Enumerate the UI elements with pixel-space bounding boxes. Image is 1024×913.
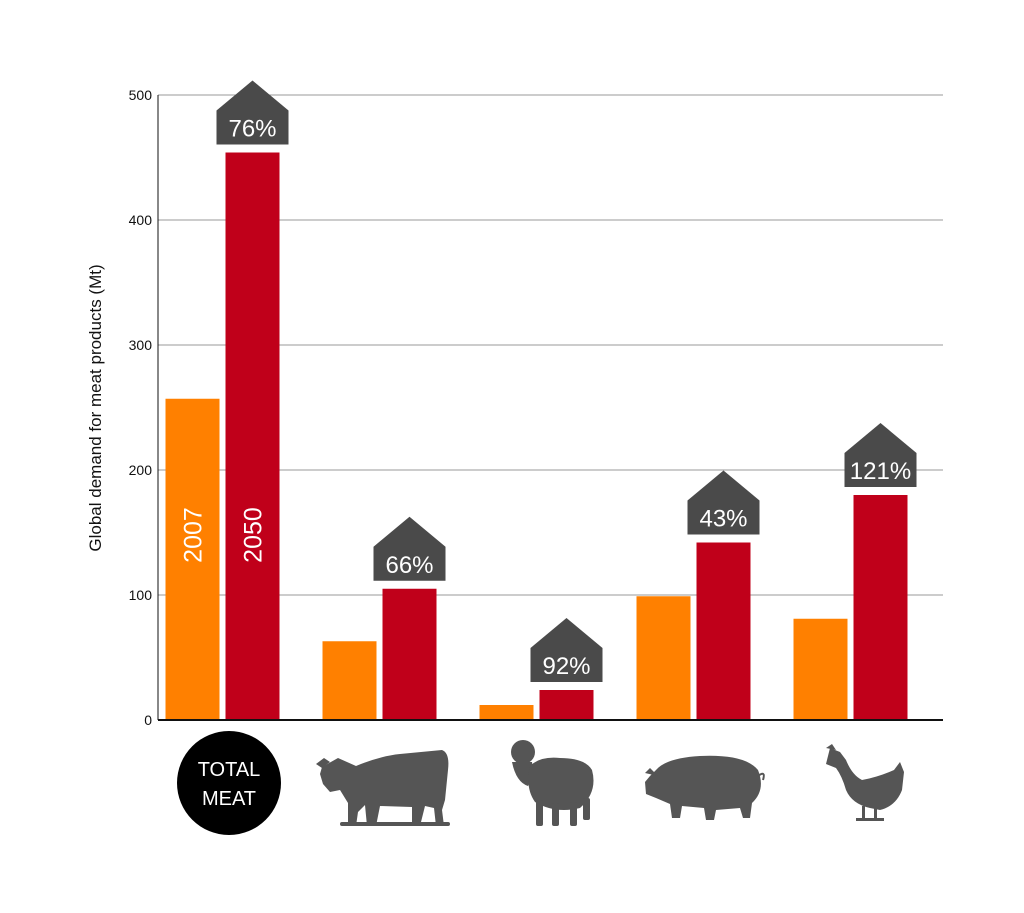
bar-2007	[165, 398, 220, 720]
gridlines	[157, 94, 943, 720]
increase-label: 121%	[850, 458, 911, 485]
series-label-2050: 2050	[240, 507, 268, 563]
sheep-icon	[511, 740, 594, 826]
y-tick-label: 400	[129, 212, 153, 228]
bars: 2007 2050	[165, 152, 908, 720]
bar-2050	[696, 542, 751, 720]
chicken-icon	[826, 744, 904, 821]
pig-icon	[645, 755, 765, 820]
increase-label: 92%	[542, 653, 590, 680]
increase-callout-box	[844, 423, 917, 487]
bar-2007	[322, 641, 377, 720]
increase-callout-box	[373, 516, 446, 581]
bar-2007	[479, 705, 534, 720]
y-tick-label: 500	[129, 87, 153, 103]
increase-callout-box	[216, 80, 289, 145]
increase-label: 76%	[228, 116, 276, 143]
series-label-2007: 2007	[180, 507, 208, 563]
y-tick-label: 0	[144, 712, 152, 728]
bar-2050	[539, 690, 594, 720]
total-label-line-2: MEAT	[202, 788, 256, 810]
bar-2050	[382, 588, 437, 720]
bar-2050	[853, 495, 908, 720]
y-axis-label: Global demand for meat products (Mt)	[86, 264, 105, 551]
increase-callout-box	[530, 618, 603, 682]
y-tick-label: 300	[129, 337, 153, 353]
increase-callouts: 76% 66% 92% 43% 121%	[216, 80, 917, 682]
increase-label: 66%	[385, 552, 433, 579]
y-tick-label: 200	[129, 462, 153, 478]
bar-2007	[793, 618, 848, 720]
cow-icon	[316, 750, 450, 826]
bar-2050	[225, 152, 280, 720]
increase-label: 43%	[699, 506, 747, 533]
y-axis-ticks: 0 100 200 300 400 500	[129, 87, 153, 728]
y-axis-label-text: Global demand for meat products (Mt)	[86, 264, 105, 551]
total-label-line-1: TOTAL	[198, 759, 261, 781]
total-meat-badge: TOTAL MEAT	[177, 731, 281, 835]
bar-2007	[636, 596, 691, 720]
increase-callout-box	[687, 470, 760, 535]
y-tick-label: 100	[129, 587, 153, 603]
